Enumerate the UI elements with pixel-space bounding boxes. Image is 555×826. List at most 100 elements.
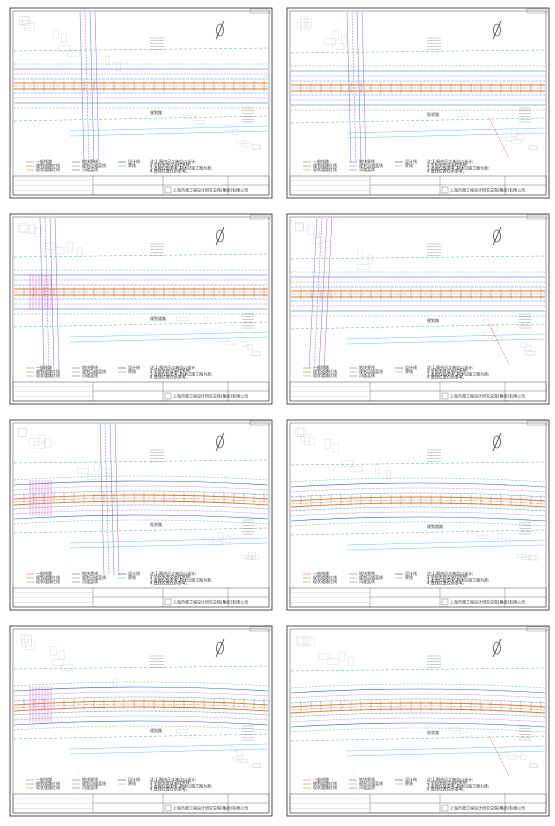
sheet-frame	[286, 7, 550, 199]
building-outline	[456, 113, 469, 117]
legend-label: 一般线路	[313, 158, 329, 164]
legend-label: 规划道路红线	[313, 574, 337, 580]
building-outline	[338, 651, 345, 662]
boundary-line	[13, 321, 269, 328]
legend-label: 规划河道蓝线	[82, 162, 106, 168]
building-outline	[246, 344, 253, 350]
building-outline	[319, 653, 331, 660]
sheet-number-box	[249, 214, 271, 220]
road-line	[290, 688, 546, 694]
building-outline	[529, 763, 538, 768]
river-line	[346, 544, 546, 551]
note-line: 注:1.图中尺寸单位以米计;	[427, 570, 474, 576]
building-outline	[202, 536, 215, 541]
annotation-block	[519, 519, 531, 535]
note-line: 3.本图仅供参考,具体以施工图为准;	[427, 370, 489, 376]
road-line	[290, 492, 546, 498]
road-line	[290, 516, 546, 522]
building-outline	[300, 16, 308, 26]
cross-road-line	[313, 217, 323, 370]
building-outline	[52, 29, 59, 39]
building-outline	[303, 635, 311, 645]
annotation-block	[427, 449, 441, 462]
building-outline	[324, 38, 336, 46]
legend-label: 一般线路	[36, 776, 52, 782]
boundary-line	[290, 49, 546, 54]
building-outline	[348, 656, 354, 666]
road-line	[290, 705, 546, 711]
road-line	[290, 708, 546, 714]
annotation-block	[519, 107, 531, 123]
road-label: 规划路	[150, 727, 162, 733]
company-name: 上海市政工程设计研究总院(集团)有限公司	[173, 393, 248, 399]
building-outline	[116, 61, 121, 71]
legend-label: 现状道路红线	[313, 578, 337, 584]
building-outline	[386, 470, 391, 479]
road-line	[13, 514, 269, 520]
legend-label: 河道蓝线	[82, 784, 98, 790]
legend-label: 设计线	[128, 364, 140, 370]
building-outline	[350, 466, 363, 472]
legend-label: 界线	[128, 162, 136, 168]
building-outline	[332, 43, 345, 50]
building-outline	[252, 144, 261, 149]
river-line	[69, 125, 269, 132]
road-line	[290, 521, 546, 527]
company-logo-icon	[164, 186, 172, 194]
building-outline	[528, 555, 537, 560]
river-line	[346, 750, 546, 757]
red-boundary	[488, 323, 510, 365]
building-outline	[476, 535, 489, 539]
legend-label: 规划河道蓝线	[359, 368, 383, 374]
building-outline	[58, 650, 65, 660]
building-outline	[18, 223, 28, 232]
building-outline	[307, 637, 315, 647]
legend-label: 河道蓝线	[82, 372, 98, 378]
notes-block: 注:1.图中尺寸单位以米计;2.坐标系统及高程系统;3.本图仅供参考,具体以施工…	[150, 158, 212, 174]
note-line: 注:1.图中尺寸单位以米计;	[427, 776, 474, 782]
title-block: 上海市政工程设计研究总院(集团)有限公司	[12, 587, 270, 608]
company-name: 上海市政工程设计研究总院(集团)有限公司	[450, 393, 525, 399]
annotation-block	[150, 655, 164, 668]
legend-label: 河道蓝线	[82, 166, 98, 172]
company-name: 上海市政工程设计研究总院(集团)有限公司	[173, 187, 248, 193]
building-outline	[232, 756, 243, 761]
sheet-frame	[286, 625, 550, 817]
building-outline	[21, 20, 31, 29]
north-arrow-icon	[215, 432, 225, 452]
cross-road-line	[351, 11, 357, 164]
road-label: 规划道路	[427, 523, 443, 529]
building-outline	[61, 664, 73, 671]
building-outline	[28, 438, 40, 446]
building-outline	[313, 237, 324, 245]
road-label: 现状路	[427, 729, 439, 735]
legend-label: 规划道路红线	[36, 574, 60, 580]
building-outline	[230, 745, 237, 752]
river-line	[346, 539, 546, 546]
note-line: 2.坐标系统及高程系统;	[150, 779, 191, 785]
legend-label: 界线	[405, 368, 413, 374]
boundary-line	[13, 253, 269, 258]
red-boundary	[488, 735, 510, 777]
legend-label: 地块界线	[82, 364, 98, 370]
legend-label: 规划道路红线	[313, 780, 337, 786]
note-line: 3.本图仅供参考,具体以施工图为准;	[427, 164, 489, 170]
building-outline	[113, 678, 118, 687]
building-outline	[50, 646, 57, 656]
building-outline	[105, 56, 110, 65]
note-line: 注:1.图中尺寸单位以米计;	[150, 364, 197, 370]
boundary-line	[13, 459, 269, 464]
building-outline	[298, 638, 308, 647]
building-outline	[77, 247, 83, 257]
note-line: 3.本图仅供参考,具体以施工图为准;	[150, 576, 212, 582]
road-line	[13, 504, 269, 510]
boundary-line	[13, 733, 269, 740]
building-outline	[297, 19, 307, 28]
